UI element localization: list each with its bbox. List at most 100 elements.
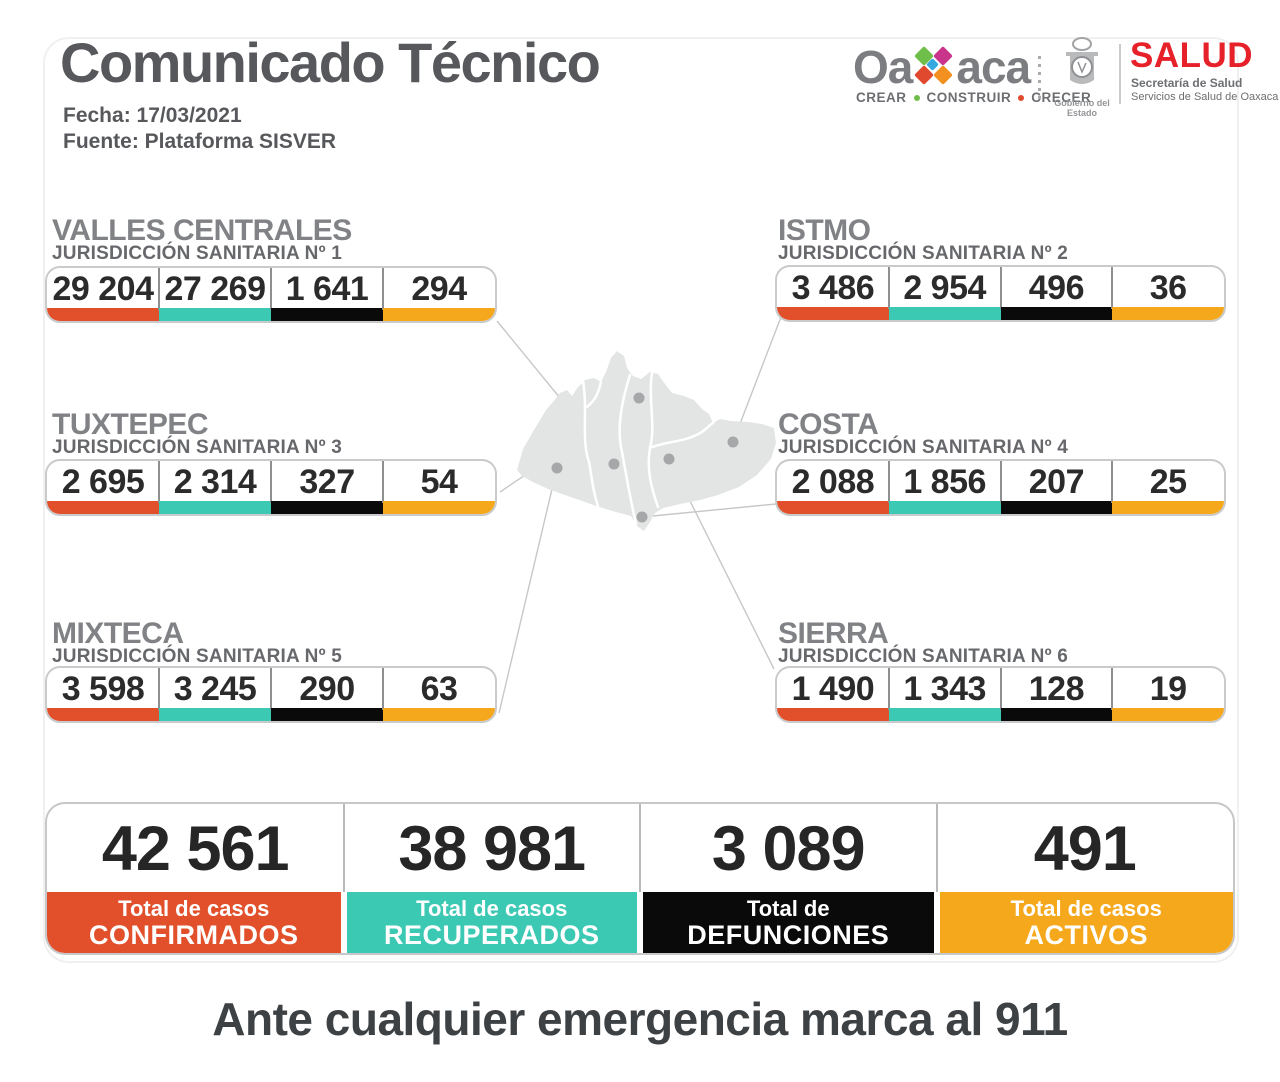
stat-value: 496 [1028, 268, 1085, 307]
stats-box-mixteca: 3 598 3 245 290 63 [45, 666, 497, 723]
stat-cell-active: 19 [1111, 668, 1224, 721]
stat-cell-deaths: 207 [999, 461, 1113, 514]
gobierno-label: Gobierno del Estado [1054, 98, 1110, 118]
stat-cell-confirmed: 2 695 [47, 461, 159, 514]
gobierno-crest-icon [1066, 37, 1098, 84]
band-confirmed [777, 501, 889, 514]
region-jurisdiction-6: JURISDICCIÓN SANITARIA Nº 6 [778, 646, 1068, 667]
totals-bar: 42 561 Total de casos CONFIRMADOS 38 981… [45, 802, 1235, 955]
region-jurisdiction-5: JURISDICCIÓN SANITARIA Nº 5 [52, 646, 342, 667]
stat-value: 54 [420, 462, 458, 501]
band-confirmed [777, 307, 889, 320]
stat-value: 3 486 [791, 268, 875, 307]
band-deaths [271, 501, 383, 514]
stat-cell-confirmed: 29 204 [47, 268, 159, 321]
stat-cell-recovered: 27 269 [158, 268, 271, 321]
stat-value: 290 [299, 669, 355, 708]
map-internal-borders [581, 371, 715, 526]
total-value: 491 [1033, 814, 1137, 884]
region-jurisdiction-3: JURISDICCIÓN SANITARIA Nº 3 [52, 437, 342, 458]
stat-cell-active: 294 [382, 268, 495, 321]
band-recovered [888, 708, 1001, 721]
region-jurisdiction-4: JURISDICCIÓN SANITARIA Nº 4 [778, 437, 1068, 458]
stat-cell-deaths: 1 641 [270, 268, 383, 321]
stat-value: 207 [1028, 462, 1085, 501]
stat-value: 1 856 [903, 462, 986, 501]
total-value: 38 981 [398, 814, 586, 884]
tagline-dot-icon [1018, 94, 1025, 101]
poster-card-frame [43, 37, 1239, 963]
salud-subtitle-2: Servicios de Salud de Oaxaca [1131, 91, 1279, 103]
total-label-recovered: Total de casos RECUPERADOS [346, 892, 637, 953]
stat-value: 3 245 [173, 669, 257, 708]
band-deaths [1000, 307, 1113, 320]
total-label-active: Total de casos ACTIVOS [939, 892, 1233, 953]
region-name-tuxtepec: TUXTEPEC [52, 408, 209, 441]
region-name-mixteca: MIXTECA [52, 617, 184, 650]
region-name-sierra: SIERRA [778, 617, 889, 650]
tagline-dot-icon [913, 94, 920, 101]
stat-value: 25 [1149, 462, 1187, 501]
oaxaca-logo-text-start: Oa [853, 41, 913, 93]
map-points [551, 392, 739, 523]
stat-value: 3 598 [61, 669, 145, 708]
band-active [383, 501, 495, 514]
stat-value: 1 490 [791, 669, 875, 708]
oaxaca-state-shape [517, 351, 776, 531]
emergency-message: Ante cualquier emergencia marca al 911 [212, 993, 1068, 1045]
total-confirmed: 42 561 Total de casos CONFIRMADOS [47, 804, 344, 953]
band-recovered [159, 708, 271, 721]
region-name-istmo: ISTMO [778, 214, 871, 247]
stat-cell-deaths: 128 [999, 668, 1113, 721]
stat-value: 294 [411, 269, 467, 308]
total-deaths: 3 089 Total de DEFUNCIONES [639, 804, 937, 953]
stats-box-sierra: 1 490 1 343 128 19 [775, 666, 1226, 723]
total-label-deaths: Total de DEFUNCIONES [643, 892, 934, 953]
stat-value: 63 [420, 669, 458, 708]
stat-value: 327 [299, 462, 355, 501]
stat-value: 19 [1149, 669, 1187, 708]
source-label: Fuente: Plataforma SISVER [63, 130, 337, 153]
stat-cell-deaths: 290 [270, 668, 383, 721]
stats-box-costa: 2 088 1 856 207 25 [775, 459, 1226, 516]
dotted-separator [1038, 56, 1041, 104]
stat-cell-confirmed: 3 598 [47, 668, 159, 721]
stat-cell-deaths: 496 [999, 267, 1113, 320]
stat-value: 2 954 [903, 268, 986, 307]
band-recovered [888, 501, 1001, 514]
vertical-separator [1119, 44, 1121, 104]
band-active [383, 708, 495, 721]
stats-box-valles-centrales: 29 204 27 269 1 641 294 [45, 266, 497, 323]
stat-cell-confirmed: 1 490 [777, 668, 889, 721]
stat-cell-active: 54 [382, 461, 495, 514]
band-recovered [159, 308, 271, 321]
stat-cell-recovered: 1 856 [887, 461, 1001, 514]
page-title: Comunicado Técnico [60, 31, 601, 94]
region-jurisdiction-1: JURISDICCIÓN SANITARIA Nº 1 [52, 243, 342, 264]
salud-subtitle-1: Secretaría de Salud [1131, 76, 1243, 90]
region-name-costa: COSTA [778, 408, 879, 441]
band-active [1112, 307, 1224, 320]
band-deaths [1000, 708, 1113, 721]
stat-value: 29 204 [52, 269, 155, 308]
stats-box-tuxtepec: 2 695 2 314 327 54 [45, 459, 497, 516]
stat-cell-confirmed: 3 486 [777, 267, 889, 320]
band-active [383, 308, 495, 321]
stat-value: 27 269 [164, 269, 267, 308]
stat-cell-recovered: 2 954 [887, 267, 1001, 320]
stat-cell-active: 36 [1111, 267, 1224, 320]
oaxaca-tagline: CREAR CONSTRUIR CRECER [856, 90, 1092, 105]
stat-value: 1 343 [903, 669, 986, 708]
total-value: 42 561 [101, 814, 290, 884]
total-label-confirmed: Total de casos CONFIRMADOS [47, 892, 341, 953]
date-label: Fecha: 17/03/2021 [63, 104, 242, 127]
stat-cell-deaths: 327 [270, 461, 383, 514]
band-recovered [159, 501, 271, 514]
band-active [1112, 501, 1224, 514]
band-confirmed [47, 501, 159, 514]
stats-box-istmo: 3 486 2 954 496 36 [775, 265, 1226, 322]
oaxaca-logo-text-end: aca [956, 41, 1031, 93]
stat-cell-active: 63 [382, 668, 495, 721]
stat-cell-recovered: 3 245 [158, 668, 271, 721]
region-jurisdiction-2: JURISDICCIÓN SANITARIA Nº 2 [778, 243, 1068, 264]
